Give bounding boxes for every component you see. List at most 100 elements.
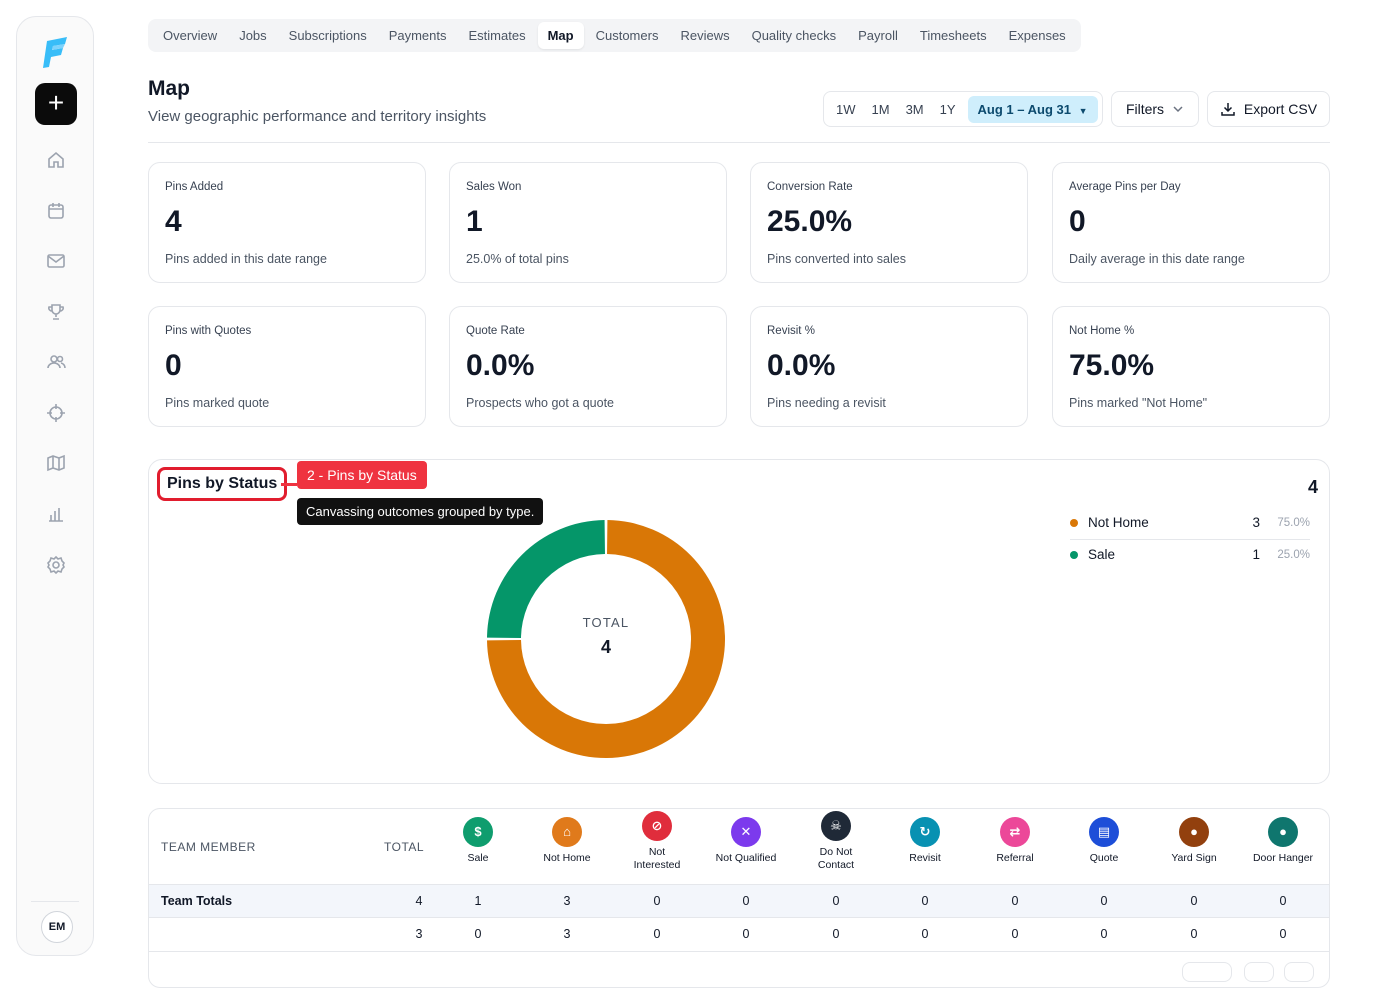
settings-icon[interactable] <box>45 554 67 576</box>
kpi-label: Not Home % <box>1069 325 1135 337</box>
kpi-value: 0.0% <box>466 349 535 382</box>
tab-customers[interactable]: Customers <box>595 28 659 43</box>
legend-divider <box>1070 539 1310 540</box>
status-count-cell: 1 <box>474 894 482 908</box>
donut-center-label: TOTAL <box>583 615 630 630</box>
status-header-label: Not Interested <box>633 846 681 871</box>
next-page-button[interactable] <box>1284 962 1314 982</box>
legend-item-not-home[interactable]: Not Home 3 75.0% <box>1070 507 1310 538</box>
table-row[interactable]: 3 0 3 0 0 0 0 0 0 0 0 <box>149 918 1329 952</box>
status-count-cell: 0 <box>1100 927 1108 941</box>
status-column-revisit: ↻ Revisit <box>880 817 970 865</box>
chart-title: Pins by Status <box>157 467 288 501</box>
map-icon[interactable] <box>45 452 67 474</box>
status-header-label: Door Hanger <box>1252 852 1314 864</box>
kpi-card-average-pins-per-day: Average Pins per Day 0 Daily average in th… <box>1052 162 1330 283</box>
filters-label: Filters <box>1125 101 1165 117</box>
door-hanger-icon: ● <box>1268 817 1298 847</box>
referral-icon: ⇄ <box>1000 817 1030 847</box>
date-range-dropdown[interactable]: Aug 1 – Aug 31 ▼ <box>967 95 1098 123</box>
range-3m-button[interactable]: 3M <box>905 101 924 117</box>
status-count-cell: 0 <box>921 927 929 941</box>
kpi-description: Daily average in this date range <box>1069 252 1245 266</box>
legend-count: 1 <box>1252 547 1260 562</box>
trophy-icon[interactable] <box>45 301 67 323</box>
tab-expenses[interactable]: Expenses <box>1008 28 1066 43</box>
home-icon: ⌂ <box>552 817 582 847</box>
kpi-value: 1 <box>466 205 483 238</box>
status-column-referral: ⇄ Referral <box>970 817 1060 865</box>
donut-slice-sale[interactable] <box>487 520 605 638</box>
export-csv-button[interactable]: Export CSV <box>1207 91 1330 127</box>
legend-label: Sale <box>1088 547 1116 562</box>
kpi-description: Pins converted into sales <box>767 252 906 266</box>
team-member-name: Team Totals <box>161 894 233 908</box>
kpi-description: Pins marked quote <box>165 396 270 410</box>
calendar-icon[interactable] <box>45 200 67 222</box>
status-column-not-qualified: ✕ Not Qualified <box>701 817 791 865</box>
status-count-cell: 0 <box>832 894 840 908</box>
kpi-label: Average Pins per Day <box>1069 181 1181 193</box>
status-header-label: Not Home <box>543 852 591 864</box>
legend-dot <box>1070 518 1078 527</box>
kpi-description: Pins added in this date range <box>165 252 327 266</box>
range-1w-button[interactable]: 1W <box>836 101 856 117</box>
status-count-cell: 0 <box>921 894 929 908</box>
legend-dot <box>1070 550 1078 559</box>
legend-label: Not Home <box>1088 515 1149 530</box>
team-member-header: TEAM MEMBER <box>161 840 256 854</box>
legend-count: 3 <box>1252 515 1260 530</box>
page-title: Map <box>148 77 190 100</box>
total-header: TOTAL <box>384 840 425 854</box>
users-icon[interactable] <box>45 351 67 373</box>
user-avatar[interactable]: EM <box>41 911 73 943</box>
app-logo[interactable] <box>41 35 71 69</box>
status-header-label: Yard Sign <box>1171 852 1217 864</box>
home-icon[interactable] <box>45 149 67 171</box>
mail-icon[interactable] <box>45 250 67 272</box>
export-csv-label: Export CSV <box>1243 101 1318 117</box>
tab-jobs[interactable]: Jobs <box>239 28 267 43</box>
team-totals-row[interactable]: Team Totals 4 1 3 0 0 0 0 0 0 0 0 <box>149 884 1329 918</box>
tab-timesheets[interactable]: Timesheets <box>919 28 987 43</box>
legend-total: 4 <box>1307 477 1318 497</box>
tab-payroll[interactable]: Payroll <box>858 28 898 43</box>
user-x-icon: ✕ <box>731 817 761 847</box>
tab-map[interactable]: Map <box>537 22 584 49</box>
tab-payments[interactable]: Payments <box>388 28 447 43</box>
prev-page-button[interactable] <box>1244 962 1274 982</box>
legend-percent: 75.0% <box>1277 516 1310 529</box>
status-count-cell: 0 <box>474 927 482 941</box>
range-1m-button[interactable]: 1M <box>871 101 890 117</box>
document-icon: ▤ <box>1089 817 1119 847</box>
tab-reviews[interactable]: Reviews <box>680 28 730 43</box>
bar-chart-icon[interactable] <box>45 503 67 525</box>
crosshair-icon[interactable] <box>45 402 67 424</box>
header-divider <box>148 142 1330 143</box>
kpi-label: Conversion Rate <box>767 181 853 193</box>
kpi-description: Pins marked "Not Home" <box>1069 396 1208 410</box>
kpi-label: Sales Won <box>466 181 522 193</box>
filters-button[interactable]: Filters <box>1111 91 1199 127</box>
kpi-description: Prospects who got a quote <box>466 396 615 410</box>
pins-donut-chart: TOTAL 4 <box>487 520 725 758</box>
skull-icon: ☠ <box>821 811 851 841</box>
status-count-cell: 0 <box>1279 894 1287 908</box>
kpi-card-pins-with-quotes: Pins with Quotes 0 Pins marked quote <box>148 306 426 427</box>
kpi-label: Quote Rate <box>466 325 525 337</box>
status-count-cell: 0 <box>1100 894 1108 908</box>
tab-overview[interactable]: Overview <box>163 28 218 43</box>
sidebar: + EM <box>16 16 94 956</box>
status-column-do-not-contact: ☠ Do Not Contact <box>791 811 881 872</box>
legend-item-sale[interactable]: Sale 1 25.0% <box>1070 539 1310 570</box>
kpi-value: 4 <box>165 205 182 238</box>
refresh-icon: ↻ <box>910 817 940 847</box>
tab-estimates[interactable]: Estimates <box>468 28 526 43</box>
pagination-select[interactable] <box>1182 962 1232 982</box>
range-1y-button[interactable]: 1Y <box>939 101 956 117</box>
tab-quality-checks[interactable]: Quality checks <box>751 28 837 43</box>
annotation-tag: 2 - Pins by Status <box>297 461 427 489</box>
create-new-button[interactable]: + <box>35 83 77 125</box>
status-count-cell: 0 <box>1279 927 1287 941</box>
tab-subscriptions[interactable]: Subscriptions <box>288 28 367 43</box>
